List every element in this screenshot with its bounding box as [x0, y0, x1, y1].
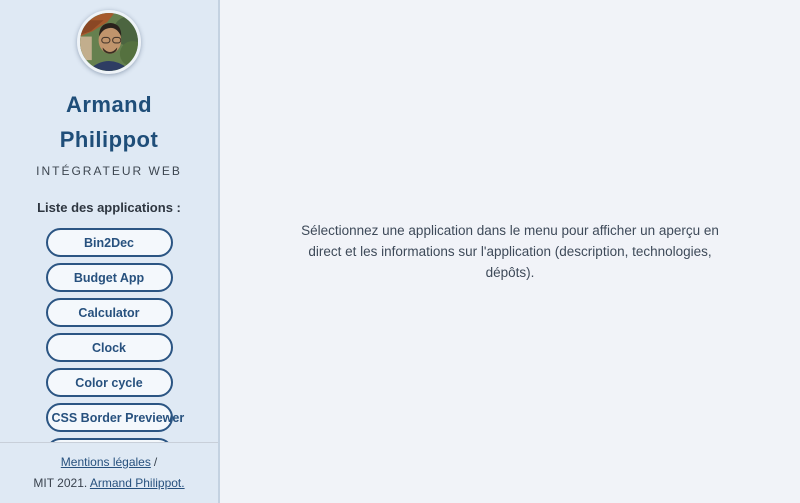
app-button-clock[interactable]: Clock: [45, 333, 173, 362]
legal-line: Mentions légales /: [0, 455, 218, 469]
app-nav: Bin2Dec Budget App Calculator Clock Colo…: [0, 228, 218, 442]
license-text: MIT 2021.: [33, 476, 88, 490]
app-button-bin2dec[interactable]: Bin2Dec: [45, 228, 173, 257]
profile-last-name: Philippot: [59, 127, 159, 152]
app-button-color-cycle[interactable]: Color cycle: [45, 368, 173, 397]
license-line: MIT 2021. Armand Philippot.: [0, 476, 218, 490]
profile-first-name: Armand: [65, 92, 153, 117]
app-button-calculator[interactable]: Calculator: [45, 298, 173, 327]
footer-separator: /: [153, 455, 158, 469]
main-content: Sélectionnez une application dans le men…: [220, 0, 800, 503]
sidebar-footer: Mentions légales / MIT 2021. Armand Phili…: [0, 442, 218, 503]
placeholder-message: Sélectionnez une application dans le men…: [301, 223, 719, 280]
apps-list-label: Liste des applications :: [37, 200, 181, 215]
profile-header: Armand Philippot INTÉGRATEUR WEB: [0, 0, 218, 178]
avatar-photo: [80, 13, 138, 71]
job-title: INTÉGRATEUR WEB: [36, 164, 182, 178]
author-link[interactable]: Armand Philippot.: [89, 476, 185, 490]
legal-link[interactable]: Mentions légales: [60, 455, 151, 469]
app-button-css-border-previewer[interactable]: CSS Border Previewer: [45, 403, 184, 432]
sidebar: Armand Philippot INTÉGRATEUR WEB Liste d…: [0, 0, 220, 503]
avatar: [77, 10, 141, 74]
app-button-budget-app[interactable]: Budget App: [45, 263, 173, 292]
profile-name: Armand Philippot: [0, 87, 218, 157]
